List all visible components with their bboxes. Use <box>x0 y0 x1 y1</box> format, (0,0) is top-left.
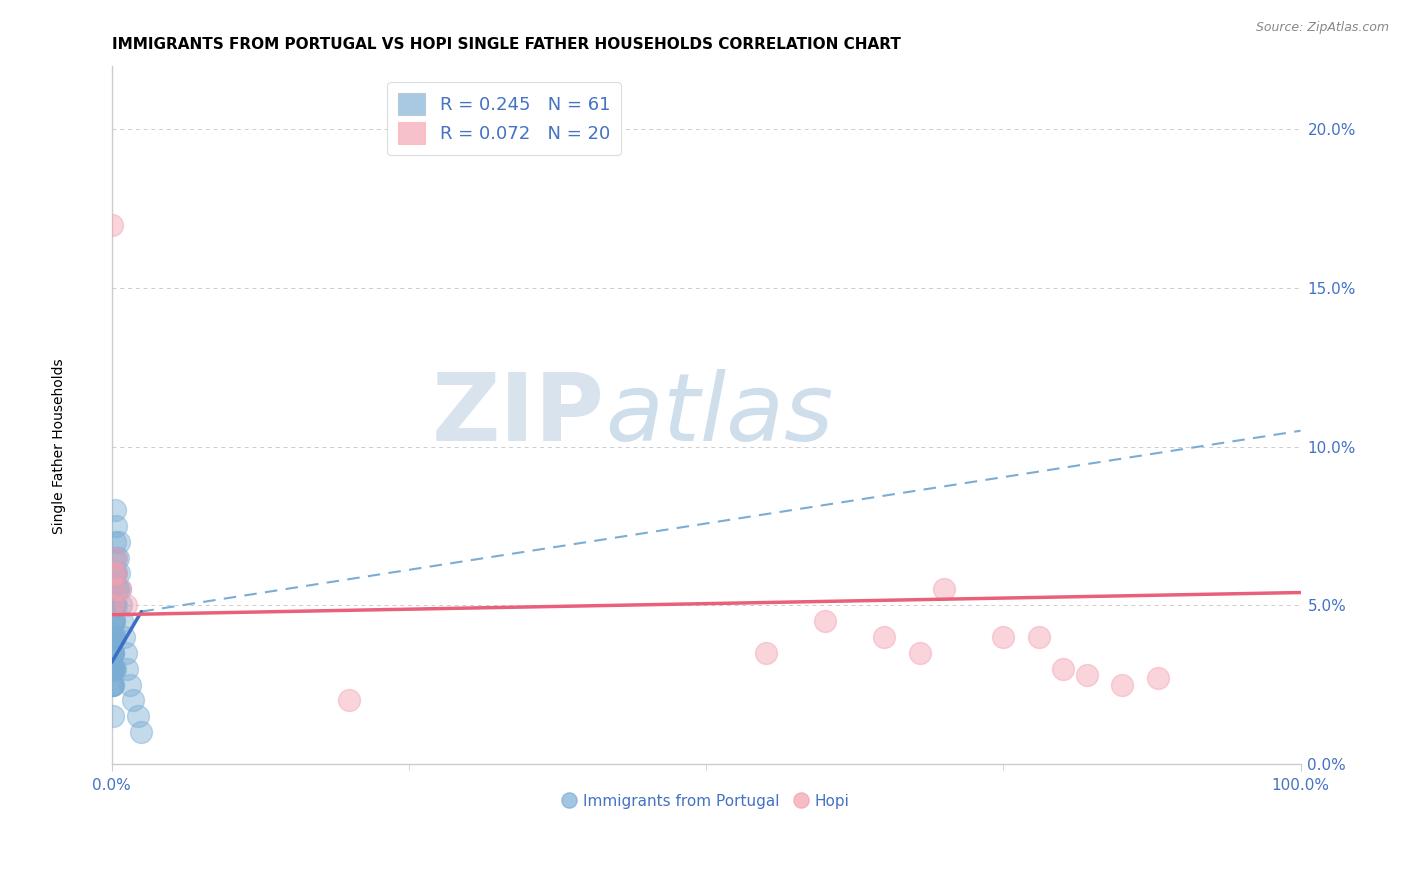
Point <box>101 677 124 691</box>
Point <box>104 519 127 533</box>
Point <box>112 630 135 644</box>
Point <box>104 534 127 549</box>
Point <box>108 566 131 581</box>
Point <box>101 677 124 691</box>
Point <box>908 646 931 660</box>
Point <box>104 662 127 676</box>
Point <box>101 630 124 644</box>
Point <box>103 630 125 644</box>
Point <box>101 646 124 660</box>
Point <box>107 582 129 597</box>
Point <box>101 218 124 232</box>
Point <box>115 646 138 660</box>
Point <box>110 598 132 612</box>
Point <box>1052 662 1074 676</box>
Point <box>101 646 124 660</box>
Point <box>103 582 125 597</box>
Point <box>103 598 125 612</box>
Point <box>103 582 125 597</box>
Point <box>101 630 124 644</box>
Point <box>101 662 124 676</box>
Point <box>101 662 124 676</box>
Point <box>103 630 125 644</box>
Point <box>115 662 138 676</box>
Point <box>101 677 124 691</box>
Legend: Immigrants from Portugal, Hopi: Immigrants from Portugal, Hopi <box>557 789 855 815</box>
Point <box>103 550 125 565</box>
Point <box>103 614 125 628</box>
Point <box>101 630 124 644</box>
Point <box>101 646 124 660</box>
Point <box>103 598 125 612</box>
Point <box>127 709 149 723</box>
Point <box>104 630 127 644</box>
Point <box>103 582 125 597</box>
Point <box>108 582 131 597</box>
Text: Source: ZipAtlas.com: Source: ZipAtlas.com <box>1256 21 1389 35</box>
Point <box>111 614 134 628</box>
Text: atlas: atlas <box>605 369 834 460</box>
Point <box>754 646 776 660</box>
Point <box>101 630 124 644</box>
Point <box>103 614 125 628</box>
Point <box>932 582 955 597</box>
Point <box>103 614 125 628</box>
Point <box>107 550 129 565</box>
Point <box>131 725 153 739</box>
Text: IMMIGRANTS FROM PORTUGAL VS HOPI SINGLE FATHER HOUSEHOLDS CORRELATION CHART: IMMIGRANTS FROM PORTUGAL VS HOPI SINGLE … <box>111 37 901 53</box>
Point <box>101 598 124 612</box>
Point <box>108 582 131 597</box>
Point <box>101 677 124 691</box>
Text: Single Father Households: Single Father Households <box>52 359 66 533</box>
Point <box>104 566 127 581</box>
Point <box>118 677 141 691</box>
Point <box>1076 668 1098 682</box>
Point <box>873 630 896 644</box>
Point <box>814 614 837 628</box>
Point <box>105 566 128 581</box>
Point <box>101 662 124 676</box>
Point <box>105 566 128 581</box>
Point <box>103 662 125 676</box>
Point <box>339 693 361 707</box>
Point <box>101 662 124 676</box>
Point <box>101 614 124 628</box>
Point <box>115 598 138 612</box>
Point <box>104 550 127 565</box>
Point <box>108 534 131 549</box>
Point <box>103 598 125 612</box>
Text: ZIP: ZIP <box>432 369 605 461</box>
Point <box>103 582 125 597</box>
Point <box>103 566 125 581</box>
Point <box>105 582 128 597</box>
Point <box>104 550 127 565</box>
Point <box>104 503 127 517</box>
Point <box>103 630 125 644</box>
Point <box>103 646 125 660</box>
Point <box>105 598 128 612</box>
Point <box>101 566 124 581</box>
Point <box>122 693 145 707</box>
Point <box>101 630 124 644</box>
Point <box>101 646 124 660</box>
Point <box>1028 630 1050 644</box>
Point <box>104 598 127 612</box>
Point <box>1111 677 1133 691</box>
Point <box>1147 671 1170 685</box>
Point <box>993 630 1015 644</box>
Point <box>101 662 124 676</box>
Point <box>101 709 124 723</box>
